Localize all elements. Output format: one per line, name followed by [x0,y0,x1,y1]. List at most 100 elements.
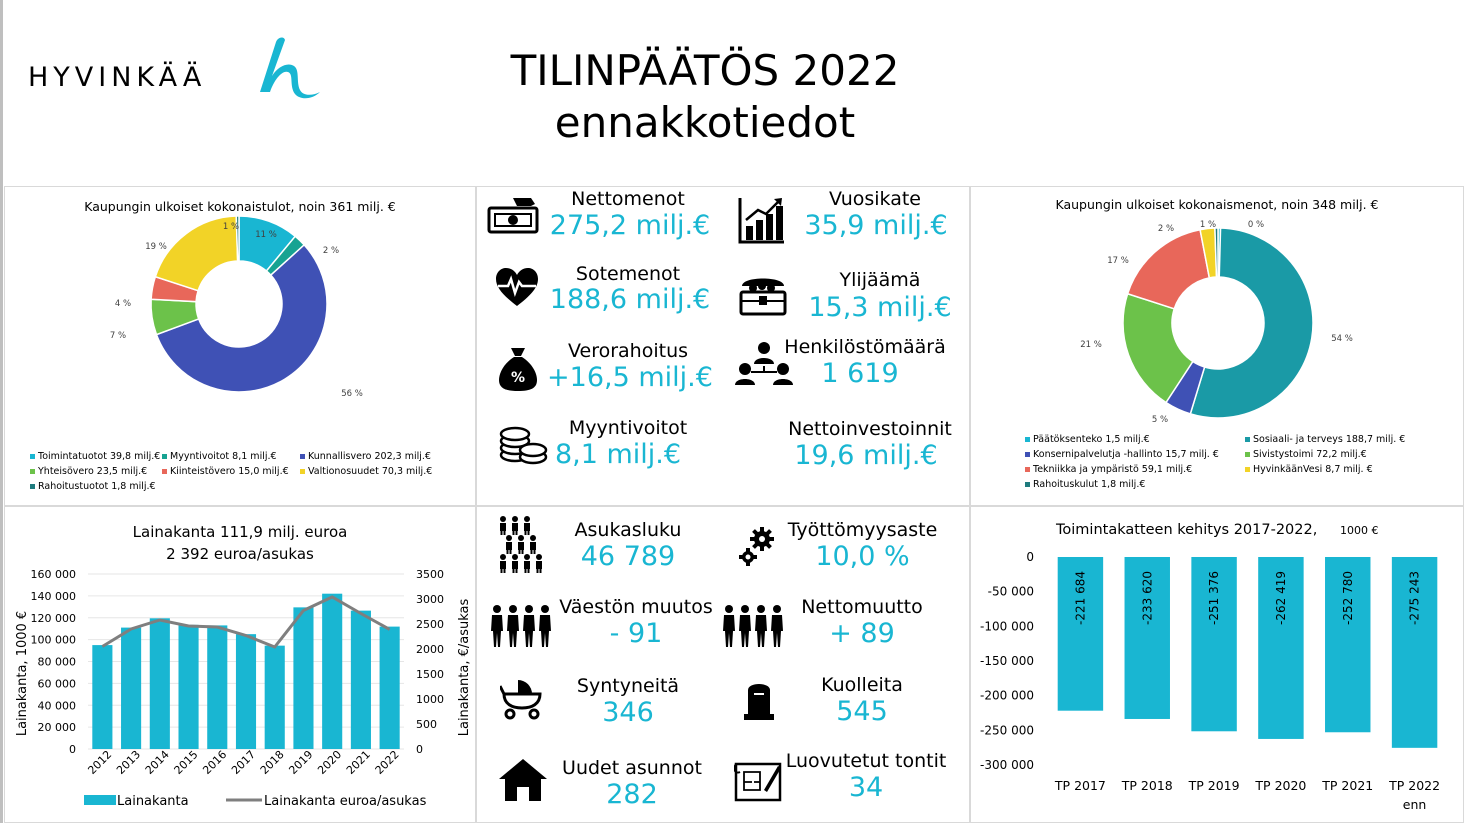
legend-item: Tekniikka ja ympäristö 59,1 milj.€ [1025,462,1245,477]
population-kpi-panel [476,506,970,823]
legend-label: Kunnallisvero 202,3 milj.€ [308,451,431,462]
kpi-vuosikate-label: Vuosikate [828,188,921,210]
slice-percent-label: 19 % [145,242,167,252]
operating-margin-bar-chart: Toimintakatteen kehitys 2017-2022, 1000 €… [980,522,1440,812]
donut-slice [1122,292,1194,404]
loan-bar [178,624,199,749]
slice-percent-label: 21 % [1080,340,1102,350]
kpi-sotemenot-value: 188,6 milj.€ [549,284,711,315]
bar-data-label: -275 243 [1408,571,1422,625]
x-tick-label: 2012 [85,748,114,777]
money-icon [487,198,539,234]
margin-bar [1191,557,1237,732]
expense-chart-title: Kaupungin ulkoiset kokonaismenot, noin 3… [1055,197,1379,212]
slice-percent-label: 7 % [110,331,126,341]
loan-combo-chart: 0 20 000 40 000 60 000 80 000 100 000 120 000 1… [15,568,472,809]
x-tick-label: TP 2021 [1321,778,1373,793]
donut-slice [1126,228,1211,310]
legend-item: Päätöksenteko 1,5 milj.€ [1025,432,1245,447]
y-tick-label: 0 [1026,550,1034,564]
kpi-verorahoitus-label: Verorahoitus [567,340,689,362]
legend-swatch [1025,437,1030,442]
loan-bar [322,593,343,749]
income-donut-chart: 11 % 2 % 56 % 7 % 4 % 19 % 1 % [110,215,363,399]
coins-icon [499,426,548,465]
loan-bar [149,618,170,749]
slice-percent-label: 2 % [323,246,339,256]
legend-swatch [30,454,35,459]
x-tick-label: 2016 [200,748,229,777]
legend-label: Päätöksenteko 1,5 milj.€ [1033,434,1150,445]
kpi-syntyneita-label: Syntyneitä [576,675,680,697]
y-tick-label: 140 000 [31,590,77,603]
x-tick-label: 2022 [373,748,402,777]
y-tick-label: 0 [69,743,76,756]
legend-swatch-bar [84,795,116,805]
income-legend: Toimintatuotot 39,8 milj.€ Myyntivoitot 8… [30,449,470,494]
margin-bar [1258,557,1304,739]
loan-bar [92,645,113,749]
house-icon [499,759,547,801]
x-tick-label: 2019 [286,748,315,777]
x-tick-label: enn [1403,797,1427,812]
x-tick-label: 2018 [258,748,287,777]
legend-swatch [1245,437,1250,442]
legend-swatch [1025,482,1030,487]
kpi-verorahoitus-value: +16,5 milj.€ [547,362,713,393]
y-tick-label: -100 000 [980,619,1034,633]
loan-bar [293,607,314,749]
treasure-chest-icon [739,278,787,316]
y-tick-label: 120 000 [31,612,77,625]
loan-bar [235,634,257,749]
kpi-nettomenot-value: 275,2 milj.€ [549,210,711,241]
x-tick-label: 2020 [315,748,344,777]
legend-item: Rahoituskulut 1,8 milj.€ [1025,477,1245,492]
bar-data-label: -262 419 [1274,571,1288,625]
bar-data-label: -221 684 [1073,571,1087,625]
legend-label: Tekniikka ja ympäristö 59,1 milj.€ [1033,464,1193,475]
legend-swatch [30,469,35,474]
legend-label-bar: Lainakanta [117,794,189,809]
y-tick-label: 40 000 [38,699,77,712]
y-axis-label: Lainakanta, 1000 € [15,611,30,736]
y-tick-label: -300 000 [980,758,1034,772]
blueprint-icon [734,762,782,802]
kpi-kuolleita-label: Kuolleita [821,674,903,696]
logo-text: HYVINKÄÄ [28,62,207,93]
donut-slice [155,243,328,393]
loan-chart-subtitle: 2 392 euroa/asukas [166,545,314,563]
donut-slice [235,215,240,262]
kpi-tontit-label: Luovutetut tontit [785,750,947,772]
slice-percent-label: 2 % [1158,224,1174,234]
slice-percent-label: 11 % [255,230,277,240]
kpi-asukasluku-value: 46 789 [580,541,676,572]
x-tick-label: TP 2020 [1254,778,1306,793]
y-tick-label: -150 000 [980,654,1034,668]
legend-label: Sosiaali- ja terveys 188,7 milj. € [1253,434,1406,445]
x-tick-label: 2021 [344,748,373,777]
margin-chart-unit: 1000 € [1340,524,1379,537]
kpi-myyntivoitot-value: 8,1 milj.€ [554,439,682,470]
legend-label-line: Lainakanta euroa/asukas [264,794,427,809]
page-subtitle: ennakkotiedot [554,98,856,147]
legend-item: HyvinkäänVesi 8,7 milj. € [1245,462,1445,477]
x-tick-label: 2015 [172,748,201,777]
y-tick-label: 80 000 [38,656,77,669]
kpi-henkilosto-label: Henkilöstömäärä [784,336,946,358]
margin-bar [1057,557,1104,711]
kpi-ylijaama-label: Ylijäämä [839,269,921,291]
donut-slice [1214,227,1219,278]
legend-item: Valtionosuudet 70,3 milj.€ [300,464,460,479]
stroller-icon [500,680,542,720]
x-tick-label: TP 2022 [1388,778,1440,793]
kpi-henkilosto-value: 1 619 [821,358,899,389]
kpi-ylijaama-value: 15,3 milj.€ [808,292,952,323]
legend-swatch [1025,452,1030,457]
loan-bar [379,626,400,749]
income-chart-title: Kaupungin ulkoiset kokonaistulot, noin 3… [84,199,396,214]
kpi-syntyneita-value: 346 [602,697,654,728]
y-tick-label: -200 000 [980,689,1034,703]
margin-bar [1124,557,1170,719]
y2-tick-label: 3000 [416,593,444,606]
kpi-tyottomyysaste-value: 10,0 % [815,541,910,572]
